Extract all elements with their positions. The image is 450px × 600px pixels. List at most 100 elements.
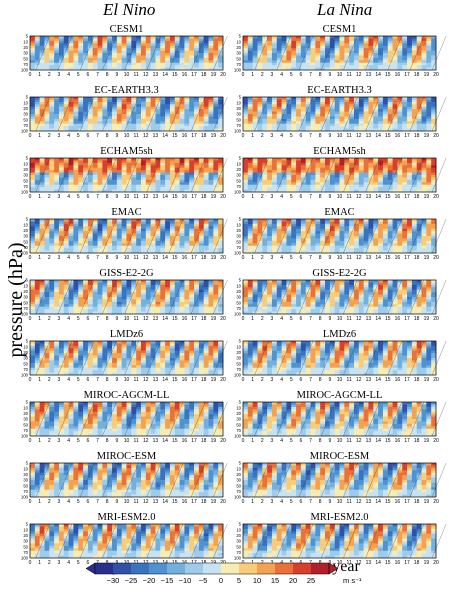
heat-cell <box>49 172 55 176</box>
heat-cell <box>373 250 379 254</box>
heat-cell <box>397 118 403 122</box>
heat-cell <box>431 160 437 164</box>
heat-cell <box>83 282 89 286</box>
heat-cell <box>267 123 273 127</box>
heat-cell <box>136 114 142 117</box>
heat-cell <box>107 43 113 47</box>
heat-cell <box>271 50 278 54</box>
heat-cell <box>339 121 345 125</box>
heat-cell <box>136 228 142 232</box>
heat-cell <box>87 238 94 242</box>
heat-cell <box>349 240 355 244</box>
heat-cell <box>121 240 127 244</box>
heat-cell <box>431 226 437 230</box>
heat-cell <box>320 170 326 173</box>
heat-cell <box>63 160 69 164</box>
x-tick-label: 5 <box>77 255 80 261</box>
heat-cell <box>368 189 374 193</box>
heat-cell <box>286 160 292 164</box>
heat-cell <box>189 123 195 127</box>
heat-cell <box>165 57 171 61</box>
heat-cell <box>160 282 166 286</box>
heat-cell <box>339 48 345 51</box>
heat-cell <box>160 226 166 230</box>
heat-cell <box>179 65 185 68</box>
heat-cell <box>63 123 69 127</box>
heat-cell <box>58 282 65 286</box>
heat-cell <box>39 187 45 190</box>
heat-cell <box>198 228 205 232</box>
heat-cell <box>368 38 374 42</box>
heat-cell <box>39 126 45 129</box>
heat-cell <box>73 245 79 249</box>
heat-cell <box>165 228 171 232</box>
heat-cell <box>368 162 374 166</box>
heat-cell <box>363 184 369 188</box>
y-tick-label: 50 <box>23 178 28 183</box>
heat-cell <box>174 233 180 237</box>
heat-cell <box>247 170 253 173</box>
heat-cell <box>49 226 55 230</box>
heat-cell <box>58 250 65 254</box>
heat-cell <box>63 126 69 129</box>
heat-cell <box>373 243 379 247</box>
heat-cell <box>300 65 307 68</box>
heat-cell <box>252 99 258 103</box>
heat-cell <box>339 219 345 222</box>
heat-cell <box>126 248 132 251</box>
heat-cell <box>368 158 374 161</box>
heat-cell <box>165 118 171 122</box>
heat-cell <box>68 101 74 105</box>
heat-cell <box>78 118 84 122</box>
heat-cell <box>63 175 69 178</box>
heat-cell <box>203 177 209 181</box>
heat-cell <box>169 179 176 183</box>
heat-cell <box>97 121 103 125</box>
heat-cell <box>300 104 307 108</box>
heat-cell <box>68 223 74 227</box>
heat-cell <box>378 245 384 249</box>
contour-line <box>57 157 73 193</box>
heat-cell <box>358 36 364 39</box>
x-tick-label: 4 <box>67 194 70 200</box>
heat-cell <box>68 123 74 127</box>
heat-cell <box>179 162 185 166</box>
heat-cell <box>83 60 89 64</box>
heat-cell <box>397 231 403 234</box>
heat-cell <box>126 45 132 49</box>
heat-cell <box>368 182 374 186</box>
heat-cell <box>349 65 355 68</box>
heat-cell <box>63 243 69 247</box>
heat-cell <box>150 282 156 286</box>
heat-cell <box>353 160 360 164</box>
heat-cell <box>247 177 253 181</box>
heat-cell <box>189 289 195 293</box>
heat-cell <box>68 280 74 283</box>
heat-cell <box>329 170 335 173</box>
heat-cell <box>169 226 176 230</box>
heat-cell <box>286 236 292 239</box>
heat-cell <box>310 128 316 132</box>
heat-cell <box>30 177 36 181</box>
heat-cell <box>397 179 403 183</box>
heat-cell <box>339 36 345 39</box>
heat-cell <box>291 116 297 120</box>
heat-cell <box>276 111 282 115</box>
heat-cell <box>58 101 65 105</box>
heat-cell <box>198 184 205 188</box>
heat-cell <box>174 179 180 183</box>
x-tick-label: 17 <box>404 255 410 261</box>
heat-cell <box>131 101 137 105</box>
heat-cell <box>136 55 142 59</box>
heat-cell <box>34 116 40 120</box>
heat-cell <box>68 248 74 251</box>
heat-cell <box>271 160 278 164</box>
heat-cell <box>358 184 364 188</box>
heat-cell <box>368 62 374 66</box>
heat-cell <box>382 177 389 181</box>
heat-cell <box>34 284 40 288</box>
heat-cell <box>179 240 185 244</box>
heat-cell <box>402 36 408 39</box>
heat-cell <box>421 114 427 117</box>
heat-cell <box>310 109 316 112</box>
